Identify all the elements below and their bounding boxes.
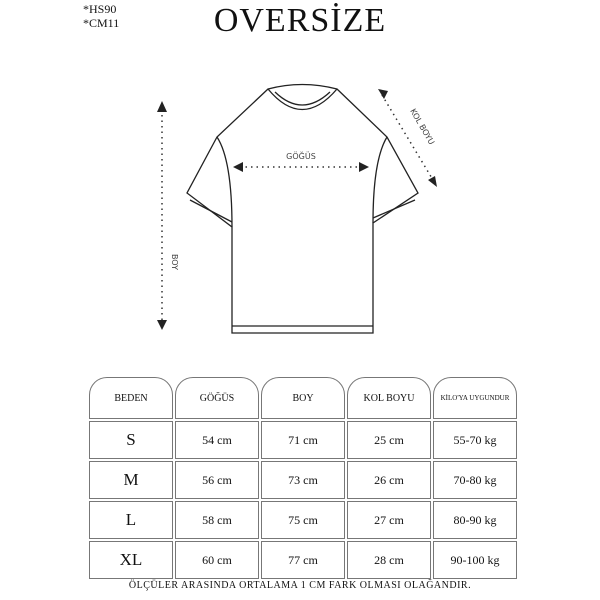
cell-chest: 54 cm	[175, 421, 259, 459]
table-row: XL 60 cm 77 cm 28 cm 90-100 kg	[89, 541, 517, 579]
cell-weight: 55-70 kg	[433, 421, 517, 459]
page-title: OVERSİZE	[213, 2, 387, 39]
table-header: BEDEN GÖĞÜS BOY KOL BOYU KİLO'YA UYGUNDU…	[89, 377, 517, 419]
cell-size: L	[89, 501, 173, 539]
cell-sleeve: 26 cm	[347, 461, 431, 499]
table-row: L 58 cm 75 cm 27 cm 80-90 kg	[89, 501, 517, 539]
table-row: M 56 cm 73 cm 26 cm 70-80 kg	[89, 461, 517, 499]
cell-weight: 80-90 kg	[433, 501, 517, 539]
cell-length: 73 cm	[261, 461, 345, 499]
tshirt-outline	[186, 83, 419, 334]
arrow-up-icon	[157, 101, 167, 112]
sleeve-label: KOL BOYU	[408, 107, 436, 146]
header-length: BOY	[261, 377, 345, 419]
tshirt-diagram: GÖĞÜS BOY KOL BOYU	[157, 83, 437, 334]
arrow-right-icon	[359, 162, 369, 172]
cell-sleeve: 25 cm	[347, 421, 431, 459]
cell-chest: 56 cm	[175, 461, 259, 499]
size-table: BEDEN GÖĞÜS BOY KOL BOYU KİLO'YA UYGUNDU…	[87, 375, 519, 581]
length-label: BOY	[170, 254, 179, 270]
arrow-down-icon	[157, 320, 167, 330]
cell-chest: 60 cm	[175, 541, 259, 579]
cell-size: XL	[89, 541, 173, 579]
chest-label: GÖĞÜS	[286, 150, 316, 161]
code-2: *CM11	[83, 16, 120, 30]
cell-length: 77 cm	[261, 541, 345, 579]
table-row: S 54 cm 71 cm 25 cm 55-70 kg	[89, 421, 517, 459]
footnote: ÖLÇÜLER ARASINDA ORTALAMA 1 CM FARK OLMA…	[128, 580, 472, 591]
arrow-left-icon	[233, 162, 243, 172]
cell-size: M	[89, 461, 173, 499]
cell-size: S	[89, 421, 173, 459]
code-1: *HS90	[83, 2, 117, 16]
cell-weight: 90-100 kg	[433, 541, 517, 579]
cell-sleeve: 28 cm	[347, 541, 431, 579]
cell-sleeve: 27 cm	[347, 501, 431, 539]
product-codes: *HS90 *CM11	[83, 2, 119, 30]
header-size: BEDEN	[89, 377, 173, 419]
cell-length: 75 cm	[261, 501, 345, 539]
header-sleeve: KOL BOYU	[347, 377, 431, 419]
cell-length: 71 cm	[261, 421, 345, 459]
header-chest: GÖĞÜS	[175, 377, 259, 419]
cell-weight: 70-80 kg	[433, 461, 517, 499]
header-weight: KİLO'YA UYGUNDUR	[433, 377, 517, 419]
cell-chest: 58 cm	[175, 501, 259, 539]
